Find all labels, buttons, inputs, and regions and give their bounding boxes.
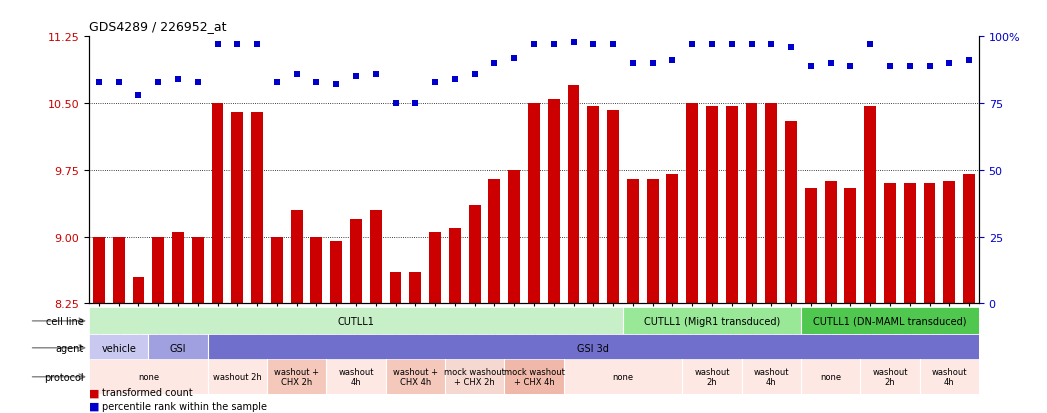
Text: none: none xyxy=(612,373,633,381)
Text: ■: ■ xyxy=(89,401,103,411)
Bar xyxy=(563,359,683,394)
Bar xyxy=(801,308,979,335)
Bar xyxy=(330,241,342,304)
Bar xyxy=(89,308,623,335)
Bar xyxy=(647,179,659,304)
Bar xyxy=(706,107,718,304)
Bar xyxy=(686,104,698,304)
Bar xyxy=(267,359,327,394)
Text: none: none xyxy=(138,373,159,381)
Bar xyxy=(89,335,149,361)
Bar xyxy=(429,233,441,304)
Bar xyxy=(93,237,105,304)
Bar xyxy=(683,359,741,394)
Bar xyxy=(567,86,579,304)
Text: washout +
CHX 4h: washout + CHX 4h xyxy=(393,367,438,387)
Text: GSI: GSI xyxy=(170,343,186,353)
Bar xyxy=(89,359,207,394)
Bar xyxy=(469,206,481,304)
Bar xyxy=(370,210,382,304)
Bar xyxy=(327,359,385,394)
Bar xyxy=(508,170,520,304)
Bar xyxy=(133,277,144,304)
Text: washout
4h: washout 4h xyxy=(932,367,967,387)
Bar xyxy=(528,104,540,304)
Bar xyxy=(211,104,223,304)
Bar xyxy=(741,359,801,394)
Bar xyxy=(489,179,500,304)
Text: washout
4h: washout 4h xyxy=(338,367,374,387)
Bar xyxy=(251,113,263,304)
Text: mock washout
+ CHX 4h: mock washout + CHX 4h xyxy=(504,367,564,387)
Text: none: none xyxy=(820,373,841,381)
Bar xyxy=(409,273,421,304)
Text: washout
2h: washout 2h xyxy=(694,367,730,387)
Bar xyxy=(623,308,801,335)
Bar xyxy=(192,237,204,304)
Bar xyxy=(207,359,267,394)
Bar xyxy=(801,359,861,394)
Bar xyxy=(904,184,916,304)
Bar xyxy=(805,188,817,304)
Bar xyxy=(864,107,876,304)
Text: protocol: protocol xyxy=(44,372,84,382)
Bar xyxy=(667,175,678,304)
Bar xyxy=(149,335,207,361)
Text: percentile rank within the sample: percentile rank within the sample xyxy=(102,401,267,411)
Bar xyxy=(445,359,505,394)
Text: cell line: cell line xyxy=(46,316,84,326)
Text: transformed count: transformed count xyxy=(102,387,193,397)
Text: CUTLL1: CUTLL1 xyxy=(337,316,375,326)
Bar xyxy=(745,104,757,304)
Bar xyxy=(785,121,797,304)
Bar xyxy=(587,107,599,304)
Bar xyxy=(207,335,979,361)
Bar xyxy=(311,237,322,304)
Text: vehicle: vehicle xyxy=(102,343,136,353)
Bar xyxy=(919,359,979,394)
Bar xyxy=(172,233,184,304)
Bar xyxy=(923,184,935,304)
Bar xyxy=(449,228,461,304)
Text: washout
4h: washout 4h xyxy=(754,367,789,387)
Text: washout +
CHX 2h: washout + CHX 2h xyxy=(274,367,319,387)
Bar xyxy=(726,107,738,304)
Text: CUTLL1 (MigR1 transduced): CUTLL1 (MigR1 transduced) xyxy=(644,316,780,326)
Bar xyxy=(389,273,401,304)
Bar xyxy=(884,184,896,304)
Bar xyxy=(350,219,362,304)
Bar xyxy=(845,188,856,304)
Text: ■: ■ xyxy=(89,387,103,397)
Text: washout
2h: washout 2h xyxy=(872,367,908,387)
Bar xyxy=(943,182,955,304)
Bar xyxy=(231,113,243,304)
Bar xyxy=(385,359,445,394)
Bar xyxy=(505,359,563,394)
Bar xyxy=(291,210,303,304)
Text: CUTLL1 (DN-MAML transduced): CUTLL1 (DN-MAML transduced) xyxy=(814,316,966,326)
Bar xyxy=(861,359,919,394)
Bar xyxy=(271,237,283,304)
Bar xyxy=(113,237,125,304)
Text: GSI 3d: GSI 3d xyxy=(577,343,609,353)
Bar xyxy=(152,237,164,304)
Bar xyxy=(765,104,777,304)
Text: washout 2h: washout 2h xyxy=(213,373,262,381)
Text: agent: agent xyxy=(55,343,84,353)
Text: GDS4289 / 226952_at: GDS4289 / 226952_at xyxy=(89,20,226,33)
Bar xyxy=(963,175,975,304)
Bar xyxy=(548,99,560,304)
Bar xyxy=(607,111,619,304)
Bar xyxy=(627,179,639,304)
Text: mock washout
+ CHX 2h: mock washout + CHX 2h xyxy=(444,367,505,387)
Bar xyxy=(825,182,837,304)
